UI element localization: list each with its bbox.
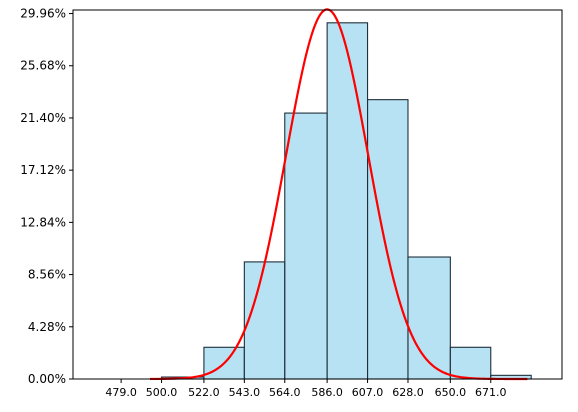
x-tick-label-9: 671.0: [475, 386, 507, 399]
y-tick-label-0: 0.00%: [28, 372, 66, 386]
x-tick-label-4: 564.0: [269, 386, 301, 399]
axes-layer: 479.0 500.0 522.0 543.0 564.0 586.0 607.0 628.0…: [20, 7, 563, 399]
x-tick-label-7: 628.0: [392, 386, 424, 399]
y-tick-label-1: 4.28%: [28, 320, 66, 334]
x-tick-label-5: 586.0: [311, 386, 343, 399]
normal-fit-curve: [150, 8, 528, 381]
histogram-bar-8: [449, 346, 492, 380]
plot-frame: [72, 9, 563, 380]
bars-layer: [161, 22, 532, 380]
x-tick-label-3: 543.0: [229, 386, 261, 399]
y-tick-label-6: 25.68%: [20, 59, 66, 73]
y-tick-label-4: 17.12%: [20, 163, 66, 177]
x-tick-label-6: 607.0: [352, 386, 384, 399]
x-tick-label-1: 500.0: [146, 386, 178, 399]
histogram-bar-6: [367, 99, 409, 380]
curve-layer: [150, 8, 528, 381]
y-tick-label-3: 12.84%: [20, 215, 66, 229]
x-tick-label-2: 522.0: [188, 386, 220, 399]
histogram-bar-3: [243, 261, 286, 380]
x-tick-label-0: 479.0: [105, 386, 137, 399]
histogram-bar-5: [326, 22, 369, 380]
y-tick-label-2: 8.56%: [28, 268, 66, 282]
y-tick-label-5: 21.40%: [20, 111, 66, 125]
y-tick-label-7: 29.96%: [20, 7, 66, 21]
x-tick-label-8: 650.0: [435, 386, 467, 399]
histogram-bar-4: [284, 112, 328, 380]
